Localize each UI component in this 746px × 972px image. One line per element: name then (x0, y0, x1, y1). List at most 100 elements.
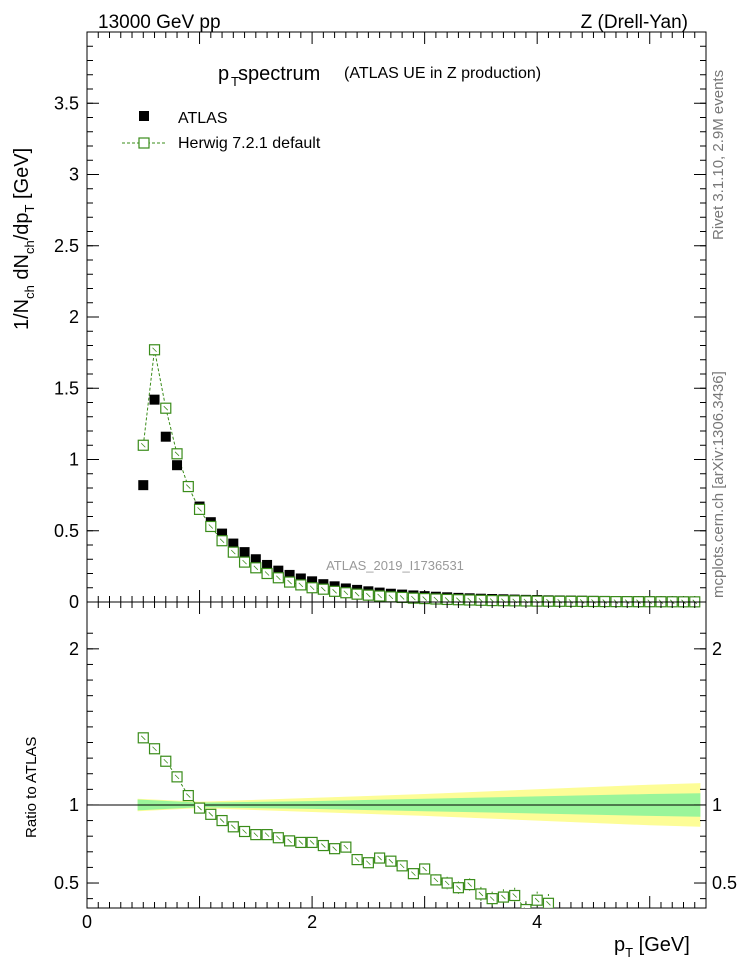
ratio-herwig-point (600, 919, 610, 929)
ratio-point-tick (298, 840, 304, 845)
legend-atlas-marker (139, 111, 149, 121)
rivet-label: Rivet 3.1.10, 2.9M events (710, 70, 727, 240)
ratio-point-tick (411, 871, 416, 876)
atlas-point (228, 538, 239, 549)
ratio-point-tick (569, 920, 573, 924)
ratio-point-tick (264, 832, 270, 837)
herwig-point-tick (557, 599, 562, 604)
energy-label: 13000 GeV pp (98, 12, 221, 33)
atlas-point (284, 569, 295, 580)
ratio-point-tick (186, 793, 191, 798)
ratio-point-tick (456, 885, 461, 890)
herwig-point-tick (197, 507, 202, 512)
ratio-point-tick (309, 840, 315, 845)
ratio-point-tick (208, 812, 214, 817)
main-ylabel: 1/Nch dNch/dpT [GeV] (11, 148, 37, 330)
ratio-point-tick (242, 829, 247, 834)
ratio-point-tick (276, 835, 281, 841)
atlas-point (239, 547, 250, 558)
ratio-point-tick (140, 735, 146, 741)
herwig-point-tick (399, 595, 405, 600)
ratio-point-tick (422, 866, 427, 872)
main-panel: 0 0.5 1 1.5 2 2.5 3 3.5 (54, 31, 707, 612)
ratio-point-tick (558, 915, 562, 919)
herwig-point-tick (422, 596, 427, 601)
ratio-point-tick (219, 818, 225, 823)
ratio-point-tick (388, 858, 394, 864)
main-ytick-label: 3 (69, 165, 79, 185)
main-ytick-label: 0 (69, 592, 79, 612)
atlas-point (172, 460, 183, 471)
title-sub: T (231, 74, 239, 89)
herwig-point-tick (174, 451, 180, 457)
ratio-panel: 0.5 0.5 1 1 2 2 0 2 4 (54, 601, 737, 932)
title-rest: spectrum (238, 63, 320, 85)
main-ytick-label: 1 (69, 450, 79, 470)
main-ytick-label: 2 (69, 307, 79, 327)
title-note: (ATLAS UE in Z production) (344, 65, 541, 82)
herwig-point-tick (467, 597, 472, 603)
ratio-point-tick (366, 860, 371, 866)
ratio-point-tick (467, 882, 472, 887)
mcplots-label: mcplots.cern.ch [arXiv:1306.3436] (710, 371, 727, 598)
atlas-point (307, 576, 318, 587)
herwig-point-tick (298, 582, 304, 588)
ratio-point-tick (444, 880, 450, 886)
ratio-point-tick (489, 896, 495, 901)
herwig-point-tick (433, 596, 439, 602)
ratio-ytick-label: 0.5 (54, 873, 79, 893)
analysis-id: ATLAS_2019_I1736531 (326, 558, 464, 573)
atlas-point (138, 480, 149, 491)
plot-title: p T spectrum (ATLAS UE in Z production) (218, 63, 541, 89)
ratio-point-tick (501, 894, 506, 900)
legend-herwig-label: Herwig 7.2.1 default (178, 135, 321, 152)
herwig-point-tick (568, 599, 574, 604)
main-ytick-label: 2.5 (54, 236, 79, 256)
herwig-point-tick (456, 597, 461, 603)
ratio-ytick-label-right: 2 (712, 639, 722, 659)
herwig-point-tick (253, 565, 259, 571)
ratio-point-tick (433, 877, 439, 883)
ratio-frame (86, 601, 707, 909)
title-main: p (218, 63, 229, 85)
ratio-point-tick (287, 838, 292, 844)
atlas-point (262, 559, 273, 570)
atlas-point (160, 431, 171, 442)
atlas-point (149, 394, 160, 405)
ratio-point-tick (399, 863, 405, 869)
ratio-point-tick (332, 846, 337, 851)
herwig-point-tick (140, 442, 146, 448)
atlas-point (250, 554, 261, 565)
ratio-point-tick (354, 857, 360, 862)
ratio-point-tick (534, 897, 540, 903)
herwig-point-tick (264, 571, 270, 576)
ratio-herwig-point (566, 917, 576, 927)
ratio-point-tick (580, 925, 584, 929)
ratio-point-tick (163, 758, 169, 764)
xtick-label: 0 (82, 912, 92, 932)
ratio-ytick-label-right: 0.5 (712, 873, 737, 893)
herwig-point-tick (321, 586, 326, 592)
herwig-point-tick (332, 589, 337, 594)
herwig-point-tick (186, 484, 191, 489)
ratio-ytick-label: 1 (69, 795, 79, 815)
herwig-point-tick (152, 347, 157, 353)
ratio-herwig-point (577, 922, 587, 932)
ratio-point-tick (343, 844, 349, 850)
herwig-point-tick (343, 590, 349, 596)
legend-herwig-marker (138, 137, 150, 149)
herwig-point-tick (287, 579, 292, 585)
herwig-point-tick (231, 549, 236, 555)
atlas-point (217, 528, 228, 539)
main-ytick-label: 3.5 (54, 93, 79, 113)
ratio-series (137, 732, 610, 932)
ratio-ytick-label: 2 (69, 639, 79, 659)
herwig-point-tick (377, 593, 382, 599)
ratio-point-tick (152, 746, 157, 752)
xtick-label: 4 (532, 912, 542, 932)
ratio-point-tick (253, 832, 259, 837)
herwig-point-tick (579, 599, 585, 604)
herwig-point-tick (309, 585, 315, 591)
ratio-point-tick (478, 891, 484, 897)
